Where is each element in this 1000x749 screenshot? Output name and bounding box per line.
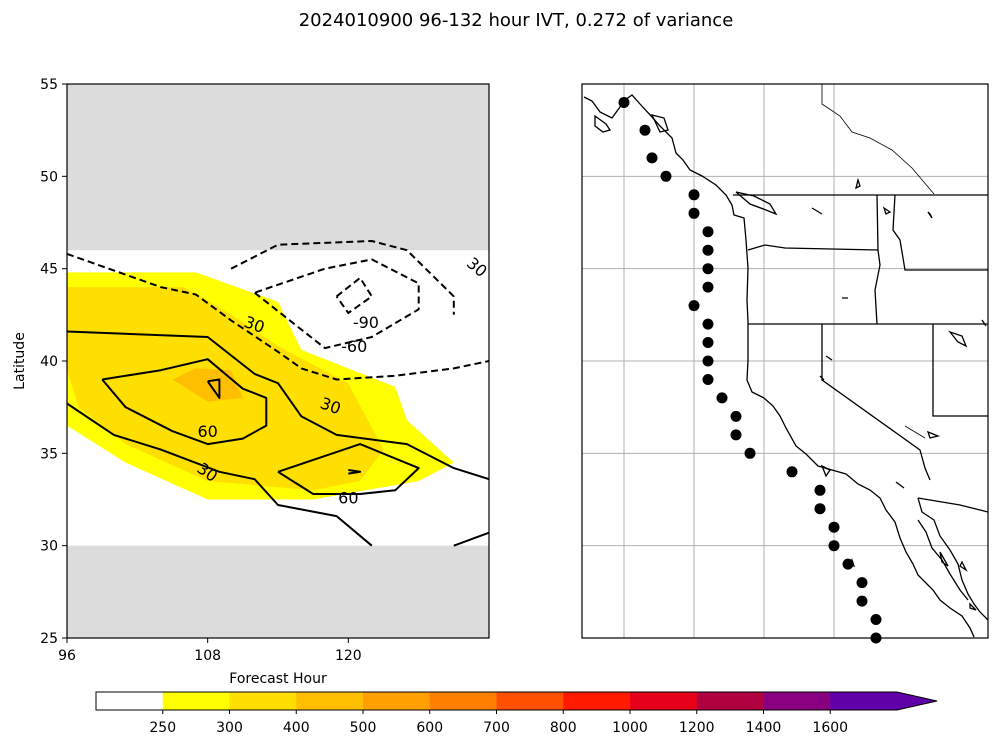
y-axis-label: Latitude <box>12 332 28 390</box>
filled-contour-400 <box>172 368 243 402</box>
map-panel <box>581 83 989 644</box>
contour-line-30-0 <box>67 330 489 481</box>
map-frame <box>581 83 989 639</box>
map-point <box>688 300 700 312</box>
map-point <box>702 337 714 348</box>
contour-label-5: 60 <box>197 422 217 441</box>
map-point <box>730 410 742 422</box>
contour-line-60-4 <box>206 378 221 399</box>
contour-label-7: 60 <box>338 489 358 508</box>
map-point <box>688 207 700 219</box>
map-point <box>870 614 882 625</box>
map-point <box>828 521 840 533</box>
colorbar-tick-label: 1000 <box>612 720 648 736</box>
map-point <box>702 281 714 293</box>
coastline-islands <box>594 114 856 568</box>
colorbar-segment <box>96 692 164 710</box>
map-point <box>744 447 756 459</box>
contour-line-60-5 <box>277 443 420 495</box>
lakes <box>811 177 987 611</box>
colorbar-segment <box>696 692 764 710</box>
map-point <box>702 244 714 256</box>
map-point <box>702 226 714 238</box>
colorbar-tick-label: 1400 <box>746 720 782 736</box>
map-point <box>618 97 630 108</box>
map-point <box>856 595 868 607</box>
no-data-band-south <box>67 545 489 638</box>
colorbar-segment <box>763 692 831 710</box>
colorbar-tick-label: 1200 <box>679 720 715 736</box>
y-tick-label: 45 <box>40 262 58 278</box>
map-point <box>702 263 714 275</box>
y-tick-label: 40 <box>40 354 58 370</box>
colorbar-segment <box>363 692 431 710</box>
map-point <box>660 170 672 182</box>
map-point <box>702 318 714 330</box>
x-tick-label: 96 <box>58 648 76 664</box>
contour-label-2: -60 <box>341 337 367 356</box>
state-borders <box>747 194 988 481</box>
country-border-mexico <box>917 497 988 513</box>
contour-line--30-7 <box>67 252 489 381</box>
colorbar-tick-label: 400 <box>283 720 310 736</box>
contour-line-60-3 <box>101 358 268 446</box>
chart-title: 2024010900 96-132 hour IVT, 0.272 of var… <box>299 10 734 31</box>
map-point <box>702 355 714 367</box>
colorbar-extend-arrow <box>830 692 937 710</box>
map-point <box>828 540 840 552</box>
colorbar-tick-label: 250 <box>149 720 176 736</box>
colorbar-tick-label: 600 <box>416 720 443 736</box>
colorbar-segment <box>630 692 698 710</box>
map-point <box>842 558 854 570</box>
colorbar: 250 300 400 500 600 700 800 1000 1200 1400 1600 <box>95 691 938 736</box>
y-tick-label: 25 <box>40 631 58 647</box>
colorbar-outline <box>95 691 938 711</box>
map-point <box>814 503 826 515</box>
x-tick-label: 108 <box>194 648 221 664</box>
colorbar-segment <box>162 692 230 710</box>
colorbar-segment <box>496 692 564 710</box>
contour-label-1: -90 <box>353 313 379 332</box>
contour-line-30-1 <box>67 402 373 547</box>
y-tick-label: 55 <box>40 77 58 93</box>
map-point <box>856 577 868 589</box>
map-point <box>814 484 826 496</box>
colorbar-segment <box>229 692 297 710</box>
contour-line--60-9 <box>253 258 420 350</box>
map-point <box>639 124 651 136</box>
y-tick-label: 35 <box>40 446 58 462</box>
map-point <box>646 152 658 164</box>
map-point <box>786 466 798 478</box>
colorbar-tick-label: 300 <box>216 720 243 736</box>
colorbar-segment <box>563 692 631 710</box>
colorbar-tick-label: 800 <box>550 720 577 736</box>
map-point <box>688 189 700 201</box>
coastline <box>583 94 975 638</box>
contour-line-60-6 <box>348 469 362 475</box>
map-point <box>716 392 728 404</box>
colorbar-tick-label: 500 <box>350 720 377 736</box>
colorbar-tick-label: 1600 <box>812 720 848 736</box>
colorbar-segment <box>296 692 364 710</box>
contour-line-30-2 <box>453 531 489 547</box>
baja-coast <box>917 497 988 621</box>
y-tick-label: 30 <box>40 539 58 555</box>
no-data-band-north <box>67 84 489 251</box>
colorbar-segment <box>429 692 497 710</box>
map-point <box>702 374 714 385</box>
colorbar-tick-label: 700 <box>483 720 510 736</box>
x-tick-label: 120 <box>335 648 362 664</box>
map-point <box>730 429 742 441</box>
rivers <box>821 84 935 439</box>
x-axis-label: Forecast Hour <box>229 671 327 687</box>
y-tick-label: 50 <box>40 169 58 185</box>
